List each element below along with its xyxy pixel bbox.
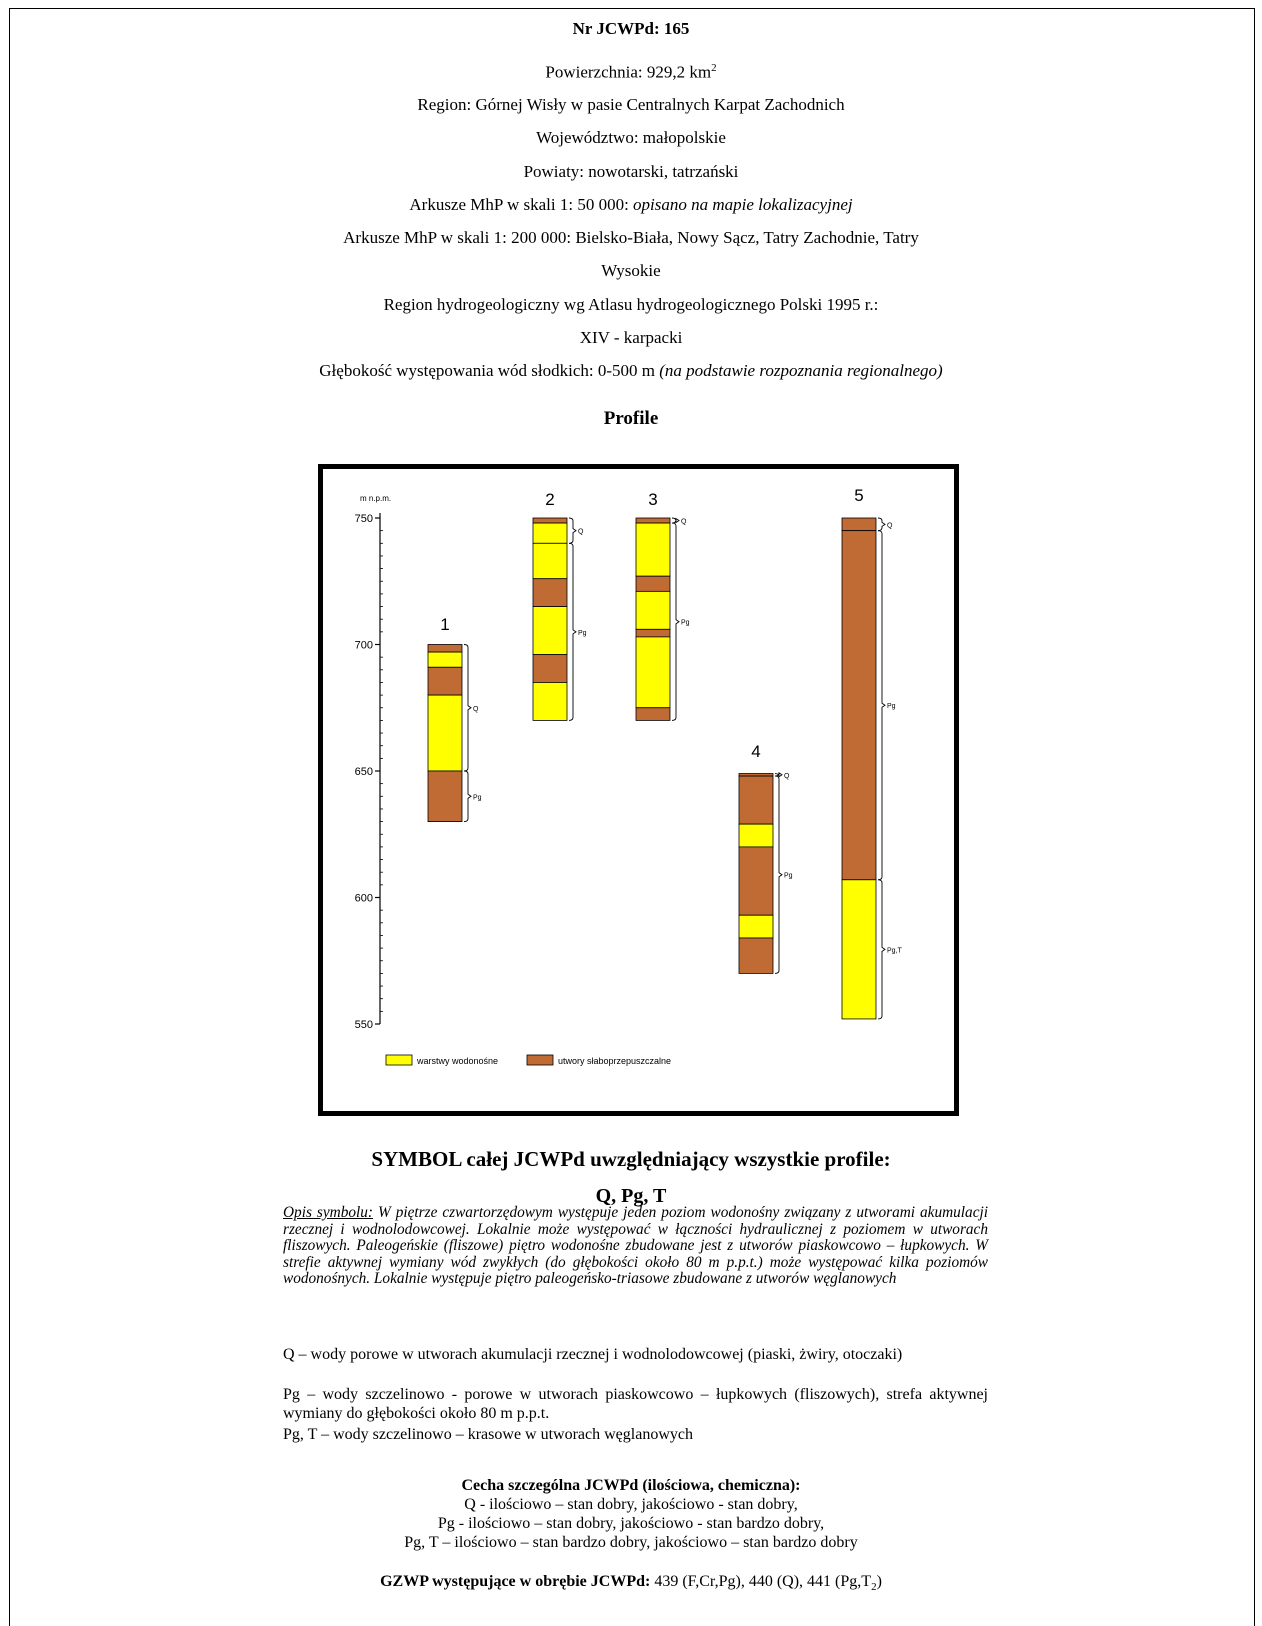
page-frame [9, 8, 1255, 1626]
symbol-heading: SYMBOL całej JCWPd uwzględniający wszyst… [371, 1147, 891, 1171]
jcwpd-number: Nr JCWPd: 165 [572, 19, 690, 38]
profile-4-bracket-label: Q [784, 773, 790, 780]
legend-swatch-aquitard [526, 1054, 554, 1066]
profile-5-bracket-label: Pg [887, 703, 896, 710]
hydro-region: Region hydrogeologiczny wg Atlasu hydrog… [383, 295, 879, 314]
water-type-pg: Pg – wody szczelinowo - porowe w utworac… [283, 1386, 988, 1422]
profile-5-bracket [877, 530, 886, 881]
profile-1-label: 1 [440, 615, 449, 634]
profile-chart: 550 600 650 700 750 m n.p.m. 1 Q Pg 2 Q Pg 3 Q Pg 4 Q Pg 5… [318, 464, 959, 1116]
profile-4-layer [738, 914, 774, 939]
fresh-water-depth: Głębokość występowania wód słodkich: 0-5… [319, 361, 943, 380]
features-line-q: Q - ilościowo – stan dobry, jakościowo -… [464, 1496, 798, 1513]
profile-1-layer [427, 651, 463, 668]
profile-2-bracket [568, 542, 577, 721]
region: Region: Górnej Wisły w pasie Centralnych… [417, 95, 845, 114]
profile-3-label: 3 [648, 490, 657, 509]
profile-1-layer [427, 666, 463, 696]
profiles-title: Profile [603, 408, 659, 429]
profile-2-bracket-label: Q [578, 529, 584, 536]
water-type-pgt: Pg, T – wody szczelinowo – krasowe w utw… [283, 1426, 693, 1443]
profile-3-layer [635, 517, 671, 524]
profile-4-layer [738, 823, 774, 848]
profile-4-bracket [774, 775, 783, 974]
profile-5-layer [841, 879, 877, 1020]
legend-swatch-aquifer [385, 1054, 413, 1066]
gzwp: GZWP występujące w obrębie JCWPd: 439 (F… [380, 1573, 882, 1594]
profile-1-bracket [463, 770, 472, 823]
profile-3-bracket [671, 517, 680, 524]
profile-2-layer [532, 542, 568, 580]
profile-1-bracket-label: Q [473, 706, 479, 713]
y-tick-label: 700 [355, 640, 373, 652]
profile-1-bracket-label: Pg [473, 794, 482, 801]
features-line-pg: Pg - ilościowo – stan dobry, jakościowo … [437, 1515, 825, 1532]
sheets-50000: Arkusze MhP w skali 1: 50 000: opisano n… [409, 195, 853, 214]
profile-4-bracket-label: Pg [784, 873, 793, 880]
profile-1-bracket [463, 644, 472, 772]
profile-4-layer [738, 775, 774, 825]
profile-2-layer [532, 606, 568, 656]
profile-5-label: 5 [854, 486, 863, 505]
features-heading: Cecha szczególna JCWPd (ilościowa, chemi… [461, 1477, 801, 1494]
sheets-200000: Arkusze MhP w skali 1: 200 000: Bielsko-… [343, 228, 919, 247]
profile-1-layer [427, 644, 463, 653]
profile-5-bracket-label: Pg,T [887, 947, 903, 954]
profile-2-layer [532, 682, 568, 721]
area: Powierzchnia: 929,2 km2 [545, 62, 717, 82]
profile-2-layer [532, 522, 568, 544]
sheets-200000-cont: Wysokie [601, 261, 661, 280]
features-line-pgt: Pg, T – ilościowo – stan bardzo dobry, j… [404, 1534, 858, 1551]
profile-4-layer [738, 846, 774, 916]
profile-5-layer [841, 517, 877, 532]
profile-4-layer [738, 937, 774, 974]
profile-5-bracket-label: Q [887, 522, 893, 529]
profile-3-layer [635, 590, 671, 630]
profile-4-label: 4 [751, 742, 760, 761]
profile-2-layer [532, 578, 568, 607]
y-unit-label: m n.p.m. [360, 494, 391, 503]
profile-1-layer [427, 694, 463, 772]
profile-chart-svg: 550 600 650 700 750 m n.p.m. 1 Q Pg 2 Q Pg 3 Q Pg 4 Q Pg 5… [355, 486, 903, 1066]
profile-1-layer [427, 770, 463, 822]
y-tick-label: 550 [355, 1019, 373, 1031]
symbol-description: Opis symbolu: W piętrze czwartorzędowym … [283, 1204, 988, 1287]
profile-3-bracket [671, 522, 680, 721]
profile-3-layer [635, 522, 671, 577]
hydro-region-value: XIV - karpacki [579, 328, 683, 347]
y-tick-label: 650 [355, 766, 373, 778]
profile-3-bracket-label: Pg [681, 620, 690, 627]
profile-3-layer [635, 628, 671, 638]
profile-4-bracket [774, 771, 783, 778]
profile-5-layer [841, 530, 877, 881]
y-tick-label: 600 [355, 893, 373, 905]
profile-2-bracket [568, 517, 577, 544]
profile-2-bracket-label: Pg [578, 630, 587, 637]
profile-2-label: 2 [545, 490, 554, 509]
legend-label-aquitard: utwory słaboprzepuszczalne [558, 1056, 671, 1066]
symbol-value: Q, Pg, T [595, 1185, 667, 1207]
profile-3-layer [635, 575, 671, 592]
y-tick-label: 750 [355, 513, 373, 525]
voivodeship: Województwo: małopolskie [536, 128, 726, 147]
legend-label-aquifer: warstwy wodonośne [416, 1056, 498, 1066]
symbol-description-label: Opis symbolu: [283, 1204, 373, 1221]
profile-3-bracket-label: Q [681, 519, 687, 526]
profile-3-layer [635, 636, 671, 709]
profile-2-layer [532, 654, 568, 683]
profile-3-layer [635, 707, 671, 721]
water-type-q: Q – wody porowe w utworach akumulacji rz… [283, 1346, 903, 1363]
profile-2-layer [532, 517, 568, 524]
profile-5-bracket [877, 879, 886, 1020]
profile-5-bracket [877, 517, 886, 532]
counties: Powiaty: nowotarski, tatrzański [523, 162, 739, 181]
